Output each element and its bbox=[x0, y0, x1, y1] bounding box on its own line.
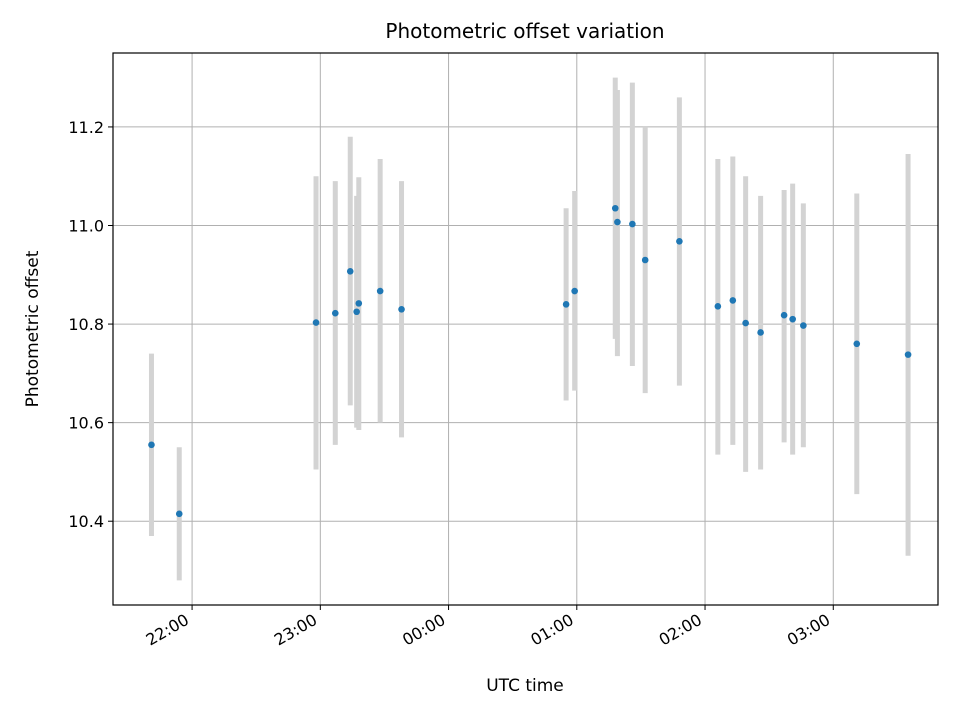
y-tick-label: 11.2 bbox=[68, 118, 104, 137]
data-point bbox=[641, 256, 649, 264]
y-tick-label: 10.8 bbox=[68, 315, 104, 334]
data-point bbox=[853, 340, 861, 348]
data-point bbox=[614, 218, 621, 226]
data-point bbox=[757, 329, 764, 336]
data-point bbox=[376, 287, 384, 295]
data-point bbox=[780, 311, 788, 319]
y-tick-label: 10.4 bbox=[68, 512, 104, 531]
data-point bbox=[800, 322, 807, 329]
y-tick-label: 11.0 bbox=[68, 217, 104, 236]
data-point bbox=[629, 220, 636, 228]
error-bars bbox=[148, 77, 911, 581]
x-tick-label: 00:00 bbox=[399, 610, 448, 650]
data-point bbox=[789, 315, 796, 323]
data-point bbox=[562, 301, 570, 308]
data-point bbox=[676, 237, 683, 245]
data-point bbox=[729, 297, 737, 304]
y-tick-label: 10.6 bbox=[68, 414, 104, 433]
data-point bbox=[148, 441, 155, 449]
data-point bbox=[571, 287, 578, 295]
y-axis-label: Photometric offset bbox=[23, 250, 43, 407]
data-point bbox=[904, 351, 912, 358]
chart-title: Photometric offset variation bbox=[385, 19, 664, 43]
x-axis-label: UTC time bbox=[486, 676, 564, 696]
data-point bbox=[611, 204, 619, 212]
data-point bbox=[353, 308, 360, 316]
x-tick-label: 23:00 bbox=[271, 610, 320, 650]
data-point bbox=[355, 300, 363, 307]
data-point bbox=[398, 305, 405, 313]
data-points bbox=[148, 204, 912, 518]
data-point bbox=[714, 303, 722, 310]
y-axis-ticks: 10.4 10.6 10.8 11.0 11.2 bbox=[68, 118, 113, 531]
data-point bbox=[331, 309, 339, 317]
x-tick-label: 03:00 bbox=[784, 610, 833, 650]
x-axis-ticks: 22:00 23:00 00:00 01:00 02:00 03:00 bbox=[143, 605, 834, 650]
grid bbox=[113, 53, 938, 605]
x-tick-label: 01:00 bbox=[527, 610, 576, 650]
plot-frame bbox=[112, 52, 939, 606]
data-point bbox=[742, 319, 749, 327]
data-point bbox=[175, 510, 183, 518]
data-point bbox=[346, 268, 354, 275]
data-point bbox=[312, 319, 320, 326]
x-tick-label: 22:00 bbox=[143, 610, 192, 650]
x-tick-label: 02:00 bbox=[656, 610, 705, 650]
